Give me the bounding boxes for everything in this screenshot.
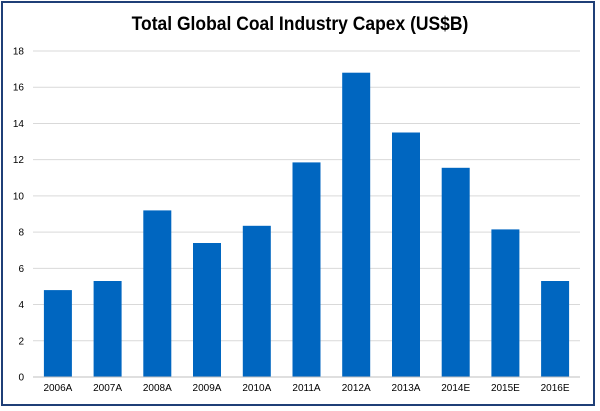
y-axis-ticks: 0 2 4 6 8 10 12 14 16 18 [13,47,25,384]
bar-2013A [392,132,420,377]
x-tick-label: 2012A [342,383,371,394]
bar-2010A [242,225,271,377]
y-tick-label: 16 [13,83,25,94]
bar-2012A [342,72,371,377]
y-tick-label: 18 [13,47,25,58]
bar-2016E [541,281,570,377]
bar-2007A [93,281,122,377]
bar-2014E [441,167,470,377]
chart-title: Total Global Coal Industry Capex (US$B) [131,14,469,35]
y-tick-label: 0 [18,373,24,384]
y-tick-label: 6 [18,264,24,275]
x-axis-ticks: 2006A 2007A 2008A 2009A 2010A 2011A 2012A 2013A… [43,383,569,394]
y-tick-label: 4 [18,300,24,311]
x-tick-label: 2016E [541,383,570,394]
x-tick-label: 2006A [43,383,72,394]
bar-2006A [43,290,72,377]
bar-2008A [143,210,172,377]
y-tick-label: 12 [13,155,25,166]
bar-2015E [491,229,520,377]
y-tick-label: 14 [13,119,25,130]
y-tick-label: 10 [13,191,25,202]
x-tick-label: 2014E [441,383,470,394]
y-tick-label: 2 [18,336,24,347]
bar-2009A [193,243,221,377]
x-tick-label: 2008A [143,383,172,394]
x-tick-label: 2013A [392,383,421,394]
bar-2011A [292,162,321,377]
y-tick-label: 8 [18,228,24,239]
x-tick-label: 2010A [242,383,271,394]
x-tick-label: 2015E [491,383,520,394]
x-tick-label: 2009A [193,383,222,394]
bars [43,72,570,377]
x-tick-label: 2007A [93,383,122,394]
x-tick-label: 2011A [292,383,321,394]
